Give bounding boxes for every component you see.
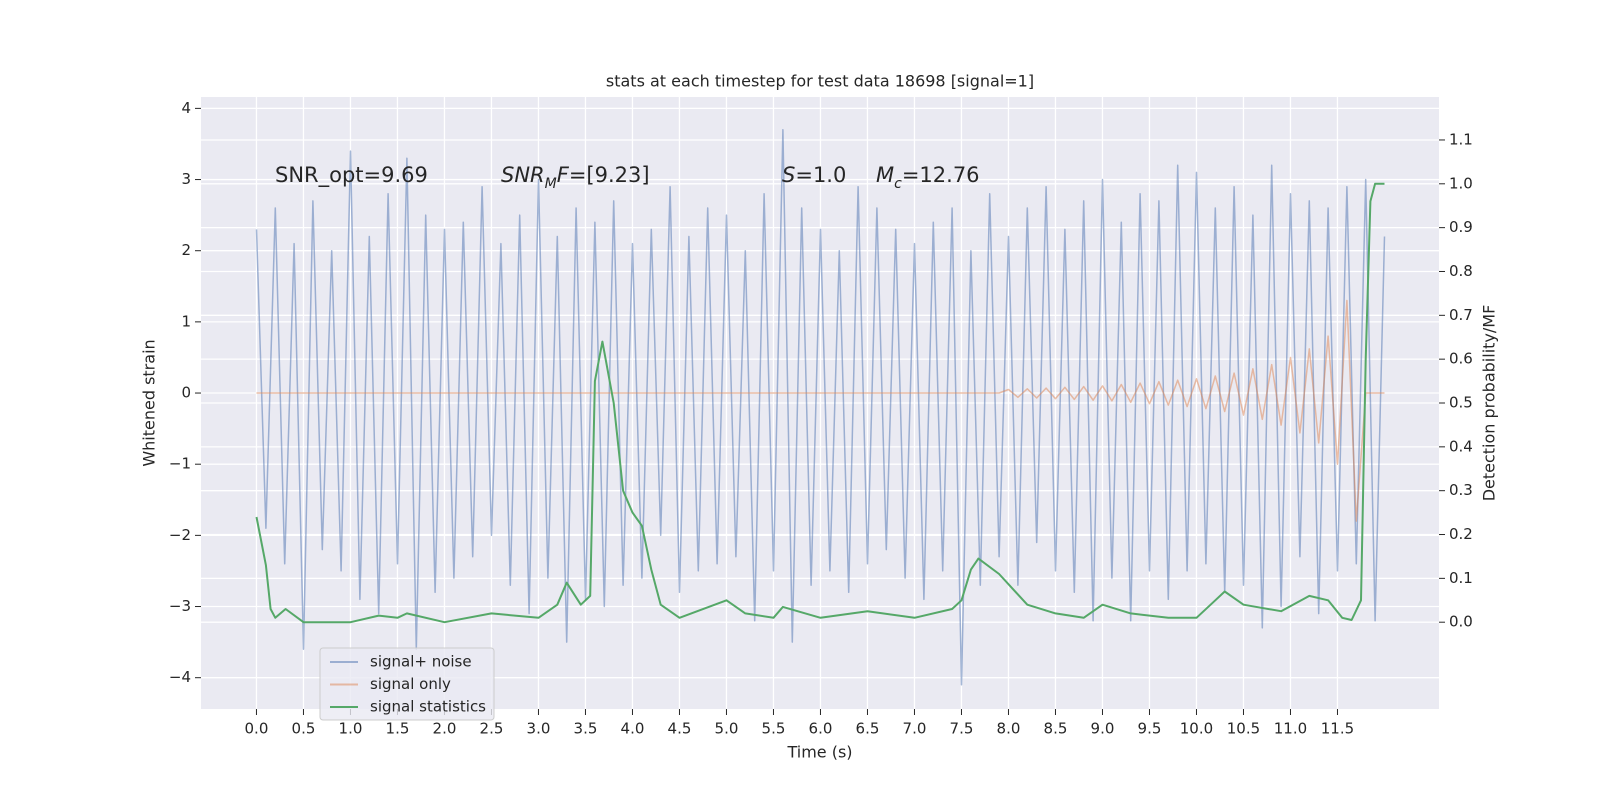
x-tick-label: 5.5	[762, 720, 786, 738]
y-tick-label: −4	[169, 668, 191, 686]
y2-tick-label: 0.5	[1449, 394, 1473, 412]
y-axis-label: Whitened strain	[140, 339, 159, 466]
series-line	[255, 182, 1385, 624]
y2-tick-label: 0.2	[1449, 525, 1473, 543]
x-tick-label: 1.0	[339, 720, 363, 738]
legend: signal+ noise signal only signal statistic…	[319, 647, 495, 721]
y2-axis-label: Detection probability/MF	[1480, 305, 1499, 502]
x-tick-label: 10.5	[1227, 720, 1260, 738]
y-tick-label: 1	[181, 312, 191, 330]
x-tick-label: 6.5	[856, 720, 880, 738]
annotation: SNRMF=[9.23]	[501, 163, 650, 192]
annotation-part: =[9.23]	[569, 163, 650, 187]
legend-label: signal+ noise	[370, 653, 472, 671]
legend-box	[319, 647, 495, 721]
annotation-part: F	[557, 163, 570, 187]
annotation: S=1.0	[782, 163, 846, 187]
x-tick-label: 9.0	[1091, 720, 1115, 738]
y2-tick-label: 0.0	[1449, 613, 1473, 631]
x-tick-label: 7.5	[950, 720, 974, 738]
y-tick-label: −1	[169, 455, 191, 473]
y-tick-label: 2	[181, 241, 191, 259]
y2-tick-label: 0.6	[1449, 350, 1473, 368]
x-tick-label: 8.5	[1044, 720, 1068, 738]
y-tick-label: −2	[169, 526, 191, 544]
legend-label: signal only	[370, 675, 451, 693]
x-tick-label: 3.0	[527, 720, 551, 738]
series-line	[255, 128, 1386, 686]
y-tick-label: 0	[181, 384, 191, 402]
annotation-part: SNR	[501, 163, 545, 187]
x-tick-label: 5.0	[715, 720, 739, 738]
annotation-part: S	[782, 163, 795, 187]
x-tick-label: 4.5	[668, 720, 692, 738]
y-tick-label: 3	[181, 170, 191, 188]
y2-tick-label: 0.4	[1449, 437, 1473, 455]
x-tick-label: 1.5	[386, 720, 410, 738]
y2-tick-label: 1.1	[1449, 130, 1473, 148]
annotation-part: SNR_opt=9.69	[275, 163, 428, 188]
x-tick-label: 11.0	[1274, 720, 1307, 738]
x-tick-label: 2.5	[480, 720, 504, 738]
legend-label: signal statistics	[370, 698, 486, 716]
annotation-part: =1.0	[795, 163, 846, 187]
x-tick-label: 0.0	[245, 720, 269, 738]
x-tick-label: 9.5	[1138, 720, 1162, 738]
x-tick-label: 4.0	[621, 720, 645, 738]
chart-title: stats at each timestep for test data 186…	[606, 72, 1034, 91]
y2-tick-label: 0.8	[1449, 262, 1473, 280]
annotation-part: M	[876, 163, 894, 187]
x-tick-label: 0.5	[292, 720, 316, 738]
annotation-part: M	[545, 176, 557, 192]
annotation-part: c	[894, 176, 902, 192]
y2-tick-label: 0.3	[1449, 481, 1473, 499]
y2-tick-label: 1.0	[1449, 174, 1473, 192]
x-tick-label: 7.0	[903, 720, 927, 738]
x-tick-label: 2.0	[433, 720, 457, 738]
y-tick-label: 4	[181, 99, 191, 117]
x-tick-label: 8.0	[997, 720, 1021, 738]
y-tick-label: −3	[169, 597, 191, 615]
x-tick-label: 10.0	[1180, 720, 1213, 738]
x-tick-label: 6.0	[809, 720, 833, 738]
annotation: Mc=12.76	[876, 163, 980, 192]
y2-tick-label: 0.9	[1449, 218, 1473, 236]
series-line	[256, 299, 1385, 522]
x-axis-label: Time (s)	[786, 743, 852, 762]
y2-tick-label: 0.7	[1449, 306, 1473, 324]
x-tick-label: 3.5	[574, 720, 598, 738]
y2-tick-label: 0.1	[1449, 569, 1473, 587]
x-tick-label: 11.5	[1321, 720, 1354, 738]
annotation-part: =12.76	[902, 163, 980, 187]
data-layer	[255, 128, 1386, 686]
annotation: SNR_opt=9.69	[275, 163, 428, 188]
